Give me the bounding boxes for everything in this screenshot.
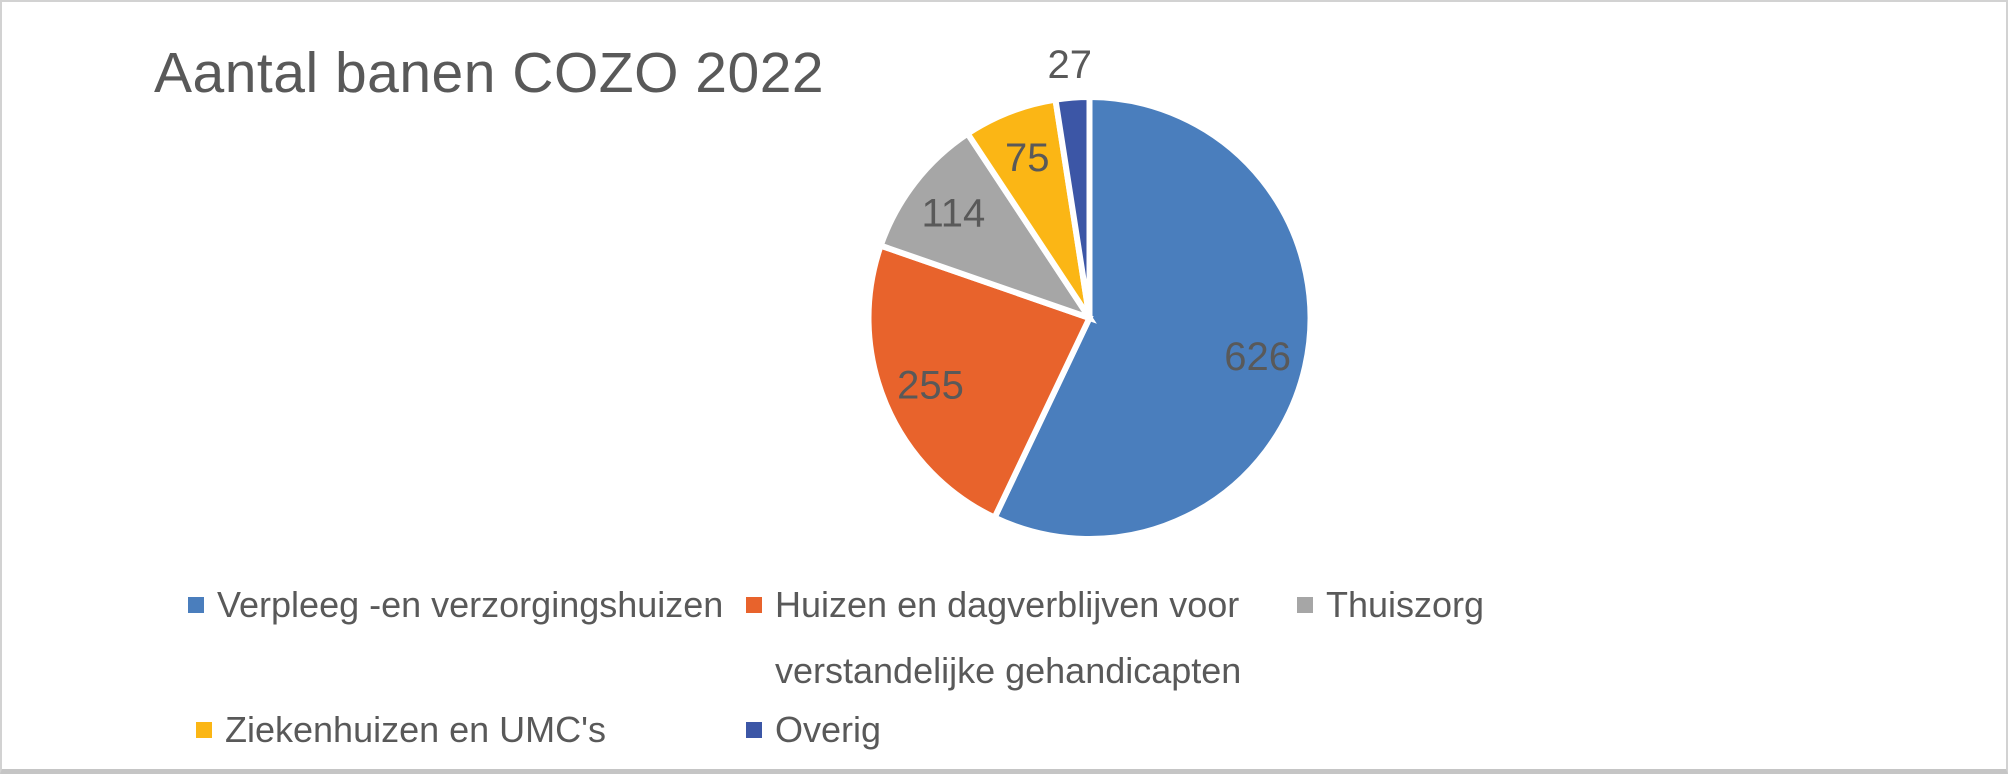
- data-label: 75: [1005, 136, 1050, 180]
- data-label: 626: [1224, 335, 1291, 379]
- legend-item-huizen-en-dagverblijven: Huizen en dagverblijven voor verstandeli…: [746, 572, 1280, 704]
- legend-item-verpleeg-en-verzorgingshuizen: Verpleeg -en verzorgingshuizen: [188, 572, 723, 638]
- pie-slice: [990, 93, 1314, 542]
- legend-marker: [1297, 597, 1313, 613]
- legend-marker: [746, 722, 762, 738]
- legend-item-thuiszorg: Thuiszorg: [1297, 572, 1484, 638]
- pie-slice: [876, 129, 1097, 324]
- legend-label: Thuiszorg: [1326, 584, 1485, 625]
- legend-marker: [746, 597, 762, 613]
- chart-title: Aantal banen COZO 2022: [154, 41, 825, 105]
- legend-item-overig: Overig: [746, 697, 881, 763]
- legend-label: Verpleeg -en verzorgingshuizen: [217, 584, 724, 625]
- data-label: 255: [897, 364, 964, 408]
- legend-marker: [196, 722, 212, 738]
- data-label: 27: [1048, 43, 1093, 87]
- legend-label: Ziekenhuizen en UMC's: [225, 709, 607, 750]
- legend-label: Overig: [775, 709, 882, 750]
- legend-marker: [188, 597, 204, 613]
- data-label: 114: [921, 191, 985, 235]
- legend-item-ziekenhuizen-en-umcs: Ziekenhuizen en UMC's: [196, 697, 606, 763]
- legend-label: Huizen en dagverblijven voor verstandeli…: [775, 584, 1242, 691]
- pie-slice: [865, 241, 1094, 522]
- pie-slice: [1052, 93, 1093, 319]
